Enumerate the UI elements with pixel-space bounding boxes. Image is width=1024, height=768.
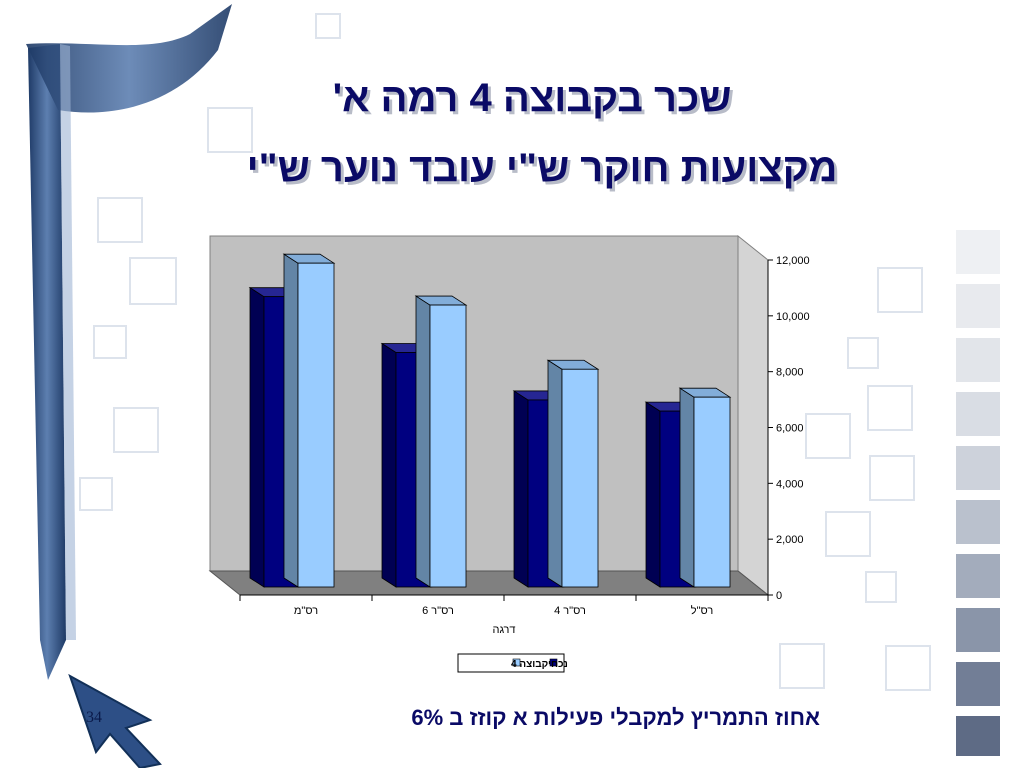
right-gradient-squares [956,230,1000,756]
bar-side [645,401,661,588]
legend-swatch-group4 [512,658,521,667]
legend-swatch-current [549,658,558,667]
footnote-text: אחוז התמריץ למקבלי פעילות א קוזז ב 6% [411,705,820,730]
bar-side [381,342,397,588]
bar-group4-3 [693,396,731,588]
y-tick-label: 12,000 [776,255,810,267]
legend-label-current: נכחי [548,659,568,670]
bar-group4-1 [429,304,467,588]
bar-side [283,253,299,588]
bar-side [679,387,695,588]
page-number: 34 [86,709,102,726]
bar-side [249,286,265,588]
legend-label-group4: קבוצה 4 [511,659,548,670]
background-squares [79,13,931,691]
y-tick-label: 6,000 [776,423,804,435]
x-category-label: רס"מ [294,605,318,617]
slide-title-line1: שכר בקבוצה 4 רמה א' [332,76,732,120]
left-logo-shape [26,4,232,680]
y-tick-label: 10,000 [776,311,810,323]
y-tick-label: 4,000 [776,478,804,490]
arrow-cursor-icon [68,673,162,768]
bar-group4-0 [297,262,335,588]
plot-side-wall [737,234,769,597]
y-tick-label: 0 [776,590,782,602]
y-tick-label: 2,000 [776,534,804,546]
bar-side [513,390,529,588]
bar-group4-2 [561,368,599,588]
legend-box [457,653,565,673]
x-category-label: רס"ר 6 [422,605,454,617]
x-category-label: רס"ל [691,604,714,617]
slide-title-line2: מקצועות חוקר ש"י עובד נוער ש"י [246,146,838,190]
bar-side [415,295,431,588]
bar-side [547,359,563,588]
y-tick-label: 8,000 [776,367,804,379]
x-category-label: רס"ר 4 [554,605,586,617]
x-axis-title: דרגה [492,624,515,636]
